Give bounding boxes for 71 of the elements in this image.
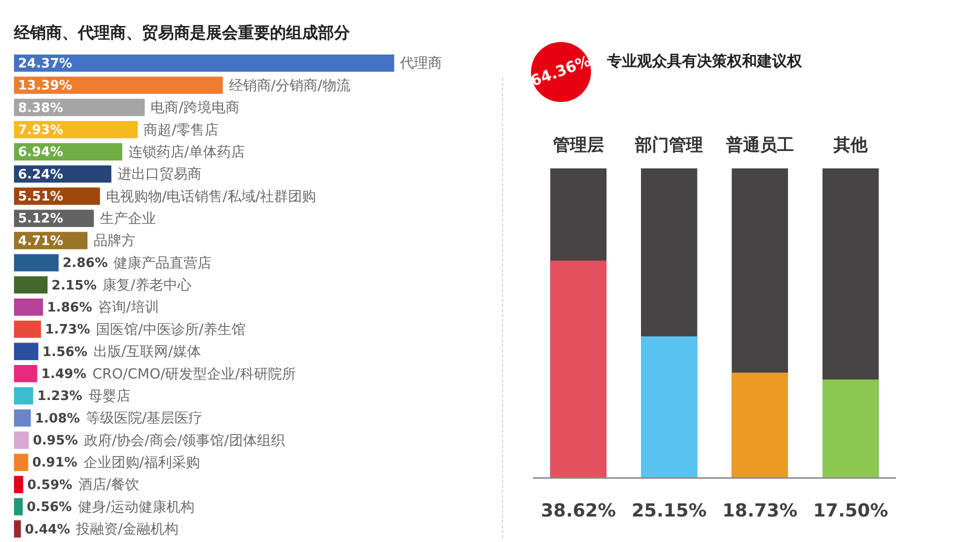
bar [14, 298, 44, 316]
data-label: 2.86% [62, 256, 108, 272]
data-label: 1.73% [44, 322, 90, 338]
bar [14, 54, 394, 72]
data-label: 2.15% [52, 278, 97, 294]
data-label: 38.62% [540, 500, 616, 522]
data-label: 24.37% [18, 56, 72, 72]
x-tick-label: 其他 [832, 136, 869, 156]
bar [14, 476, 24, 494]
chart-title: 专业观众具有决策权和建议权 [606, 52, 803, 70]
y-tick-label: 酒店/餐饮 [78, 477, 140, 494]
bar [14, 520, 21, 538]
data-label: 13.39% [18, 78, 72, 94]
y-tick-label: 经销商/分销商/物流 [228, 78, 350, 94]
data-label: 6.24% [18, 167, 64, 182]
data-label: 0.91% [32, 456, 78, 471]
y-tick-label: 健身/运动健康机构 [78, 499, 195, 516]
y-tick-label: 电商/跨境电商 [150, 100, 240, 116]
y-tick-label: 出版/互联网/媒体 [93, 344, 201, 360]
bar [822, 379, 879, 478]
data-label: 5.51% [18, 190, 64, 205]
bar [14, 387, 34, 404]
data-label: 1.49% [41, 367, 86, 382]
data-label: 0.56% [26, 500, 72, 516]
bar [14, 342, 38, 360]
data-label: 0.44% [24, 522, 70, 538]
x-tick-label: 普通员工 [724, 134, 794, 156]
bar [14, 120, 138, 138]
bar [14, 320, 41, 338]
y-tick-label: 等级医院/基层医疗 [86, 410, 203, 427]
data-label: 18.73% [722, 500, 798, 522]
data-label: 7.93% [18, 123, 64, 138]
bar [14, 76, 223, 94]
y-tick-label: 国医馆/中医诊所/养生馆 [96, 322, 246, 338]
chart-title: 经销商、代理商、贸易商是展会重要的组成部分 [13, 23, 351, 42]
bar [14, 432, 29, 449]
data-label: 1.56% [42, 344, 88, 360]
y-tick-label: 企业团购/福利采购 [83, 455, 200, 472]
data-label: 17.50% [813, 500, 888, 522]
y-tick-label: 电视购物/电话销售/私域/社群团购 [106, 188, 316, 205]
data-label: 1.23% [37, 389, 82, 404]
data-label: 1.86% [47, 300, 92, 316]
x-tick-label: 管理层 [552, 136, 604, 156]
y-tick-label: 代理商 [399, 56, 442, 72]
y-tick-label: 母婴店 [88, 388, 130, 404]
data-label: 5.12% [18, 212, 64, 227]
data-label: 8.38% [18, 100, 64, 116]
bar [14, 276, 48, 294]
y-tick-label: 品牌方 [93, 233, 136, 250]
y-tick-label: CRO/CMO/研发型企业/科研院所 [92, 366, 296, 382]
y-tick-label: 政府/协会/商会/领事馆/团体组织 [84, 432, 285, 449]
y-tick-label: 连锁药店/单体药店 [128, 144, 245, 160]
bar [14, 409, 31, 427]
y-tick-label: 咨询/培训 [98, 300, 159, 316]
data-label: 1.08% [34, 411, 80, 426]
data-label: 0.95% [32, 434, 78, 449]
data-label: 4.71% [18, 234, 64, 249]
bar [14, 254, 59, 272]
y-tick-label: 生产企业 [100, 211, 156, 228]
y-tick-label: 商超/零售店 [144, 122, 218, 138]
y-tick-label: 康复/养老中心 [102, 278, 192, 294]
bar [14, 364, 38, 382]
data-label: 6.94% [18, 145, 64, 160]
data-label: 25.15% [632, 500, 707, 522]
bar [14, 454, 28, 472]
y-tick-label: 健康产品直营店 [114, 255, 212, 272]
y-tick-label: 投融资/金融机构 [74, 522, 179, 538]
x-tick-label: 部门管理 [634, 136, 704, 156]
data-label: 0.59% [27, 478, 72, 493]
bar [14, 498, 23, 516]
y-tick-label: 进出口贸易商 [117, 166, 202, 183]
